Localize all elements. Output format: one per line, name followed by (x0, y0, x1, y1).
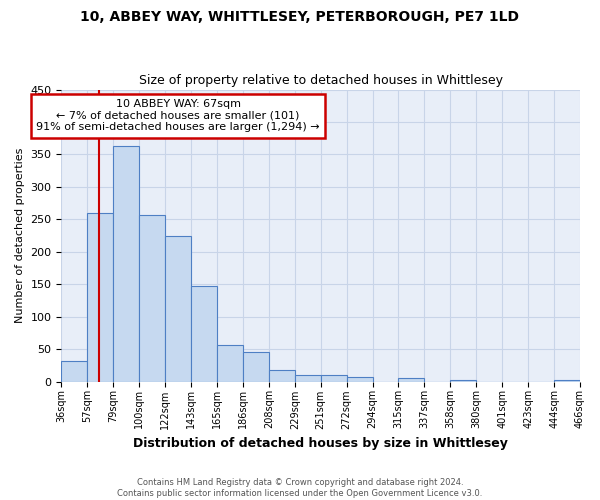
Title: Size of property relative to detached houses in Whittlesey: Size of property relative to detached ho… (139, 74, 503, 87)
X-axis label: Distribution of detached houses by size in Whittlesey: Distribution of detached houses by size … (133, 437, 508, 450)
Y-axis label: Number of detached properties: Number of detached properties (15, 148, 25, 323)
Text: Contains HM Land Registry data © Crown copyright and database right 2024.
Contai: Contains HM Land Registry data © Crown c… (118, 478, 482, 498)
Bar (451, 380, 476, 382)
Bar (554, 380, 580, 382)
Bar (217, 344, 243, 382)
Bar (295, 375, 321, 382)
Bar (191, 286, 217, 382)
Bar (347, 377, 373, 382)
Bar (165, 236, 191, 382)
Text: 10 ABBEY WAY: 67sqm
← 7% of detached houses are smaller (101)
91% of semi-detach: 10 ABBEY WAY: 67sqm ← 7% of detached hou… (36, 100, 320, 132)
Bar (113, 146, 139, 382)
Bar (243, 352, 269, 382)
Bar (321, 375, 347, 382)
Bar (88, 213, 113, 382)
Text: 10, ABBEY WAY, WHITTLESEY, PETERBOROUGH, PE7 1LD: 10, ABBEY WAY, WHITTLESEY, PETERBOROUGH,… (80, 10, 520, 24)
Bar (269, 370, 295, 382)
Bar (61, 361, 88, 382)
Bar (139, 216, 165, 382)
Bar (398, 378, 424, 382)
